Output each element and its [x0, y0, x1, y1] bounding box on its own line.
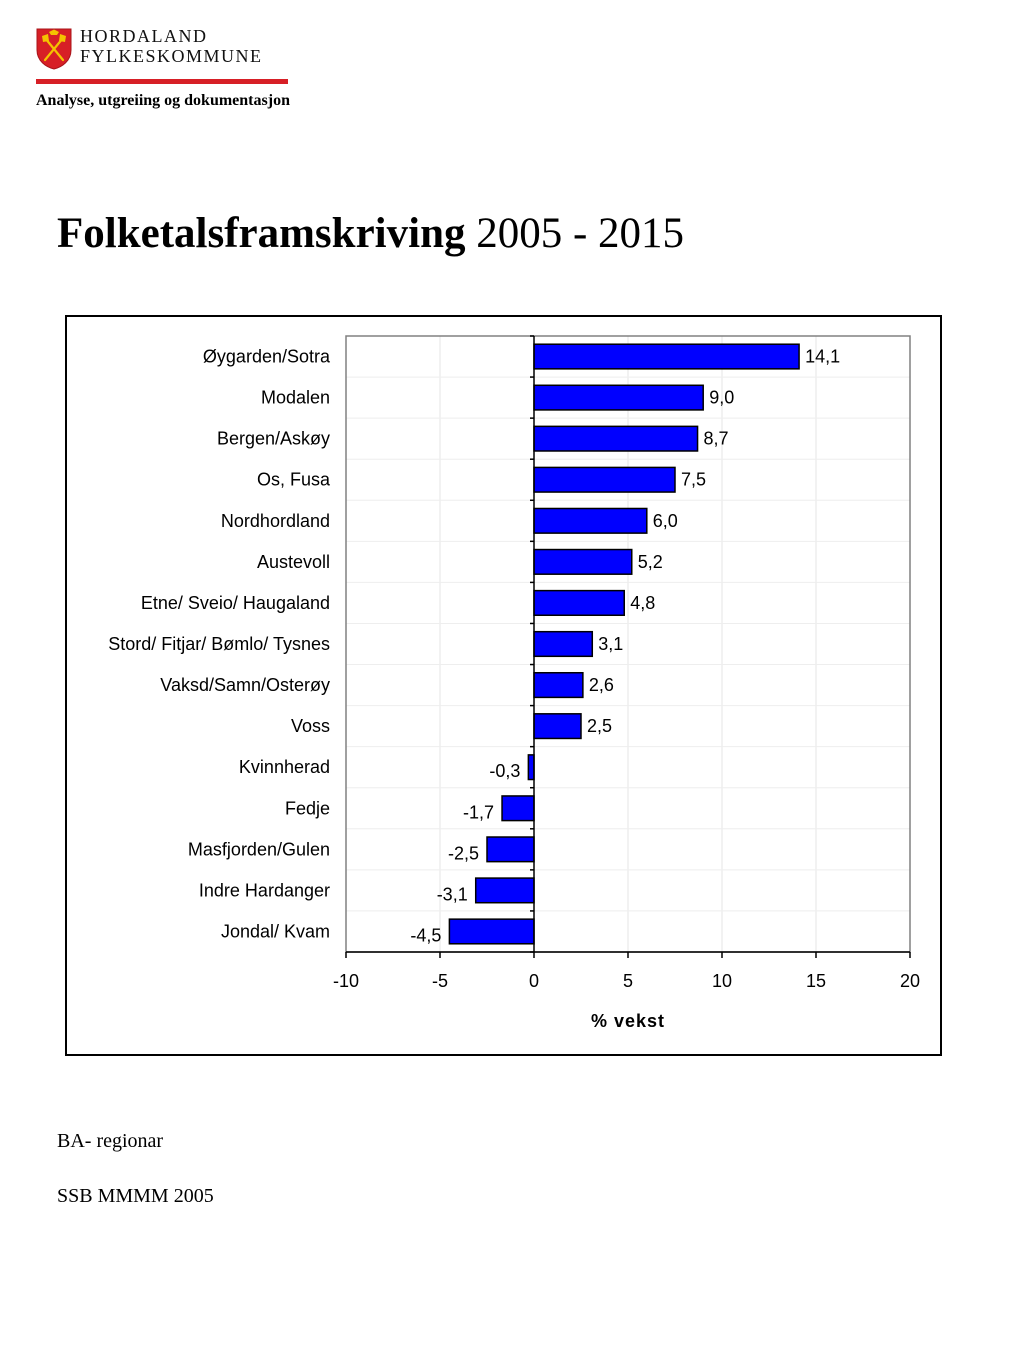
page-header: HORDALAND FYLKESKOMMUNE Analyse, utgreii…	[36, 26, 356, 116]
bar	[533, 713, 582, 740]
bar-chart: Øygarden/Sotra 14,1 Modalen 9,0 Bergen/Askøy…	[108, 335, 920, 1031]
category-label: Nordhordland	[221, 511, 330, 531]
value-label: 9,0	[709, 388, 734, 408]
x-axis-title: % vekst	[591, 1011, 665, 1031]
category-label: Masfjorden/Gulen	[188, 839, 330, 859]
title-bold: Folketalsframskriving	[57, 210, 466, 257]
category-label: Vaksd/Samn/Osterøy	[160, 675, 330, 695]
category-label: Os, Fusa	[257, 470, 331, 490]
category-label: Jondal/ Kvam	[221, 921, 330, 941]
chart-frame: Øygarden/Sotra 14,1 Modalen 9,0 Bergen/Askøy…	[65, 315, 942, 1056]
title-years: 2005 - 2015	[465, 210, 685, 257]
bar	[533, 630, 594, 658]
value-label: 5,2	[638, 552, 663, 572]
value-label: -0,3	[489, 761, 520, 781]
category-label: Indre Hardanger	[199, 880, 330, 900]
category-label: Øygarden/Sotra	[203, 347, 331, 367]
x-tick-label: -5	[432, 971, 448, 991]
org-name-line2: FYLKESKOMMUNE	[80, 46, 263, 66]
org-name-line1: HORDALAND	[80, 26, 208, 46]
header-rule	[36, 79, 288, 84]
value-label: -4,5	[410, 925, 441, 945]
x-tick-label: 10	[712, 971, 732, 991]
footer-note-source: SSB MMMM 2005	[57, 1185, 214, 1207]
bar	[533, 548, 633, 575]
x-tick-label: -10	[333, 971, 359, 991]
category-label: Voss	[291, 716, 330, 736]
value-label: 7,5	[681, 470, 706, 490]
value-label: 14,1	[805, 347, 840, 367]
bar	[448, 918, 535, 945]
bar	[533, 466, 676, 493]
category-label: Stord/ Fitjar/ Bømlo/ Tysnes	[108, 634, 330, 654]
value-label: 4,8	[630, 593, 655, 613]
bar	[501, 795, 535, 822]
value-label: 2,6	[589, 675, 614, 695]
bar	[533, 671, 584, 699]
category-label: Etne/ Sveio/ Haugaland	[141, 593, 330, 613]
bar	[533, 507, 648, 534]
department-name: Analyse, utgreiing og dokumentasjon	[36, 92, 290, 109]
bar	[533, 425, 699, 452]
category-label: Fedje	[285, 798, 330, 818]
value-label: -3,1	[437, 884, 468, 904]
bar	[533, 589, 625, 617]
value-label: 3,1	[598, 634, 623, 654]
footer-note-region: BA- regionar	[57, 1130, 164, 1152]
bar	[533, 384, 704, 411]
value-label: 2,5	[587, 716, 612, 736]
value-label: -1,7	[463, 802, 494, 822]
x-tick-label: 0	[529, 971, 539, 991]
x-tick-label: 15	[806, 971, 826, 991]
bar	[486, 836, 535, 863]
value-label: 8,7	[704, 429, 729, 449]
bar	[533, 343, 800, 370]
x-tick-label: 5	[623, 971, 633, 991]
page-title: Folketalsframskriving 2005 - 2015	[57, 208, 684, 260]
value-label: 6,0	[653, 511, 678, 531]
value-label: -2,5	[448, 843, 479, 863]
coat-of-arms-icon	[36, 28, 72, 70]
category-label: Bergen/Askøy	[217, 429, 330, 449]
category-label: Modalen	[261, 388, 330, 408]
category-label: Kvinnherad	[239, 757, 330, 777]
category-label: Austevoll	[257, 552, 330, 572]
bar	[527, 754, 535, 781]
x-tick-label: 20	[900, 971, 920, 991]
bar	[474, 877, 535, 904]
